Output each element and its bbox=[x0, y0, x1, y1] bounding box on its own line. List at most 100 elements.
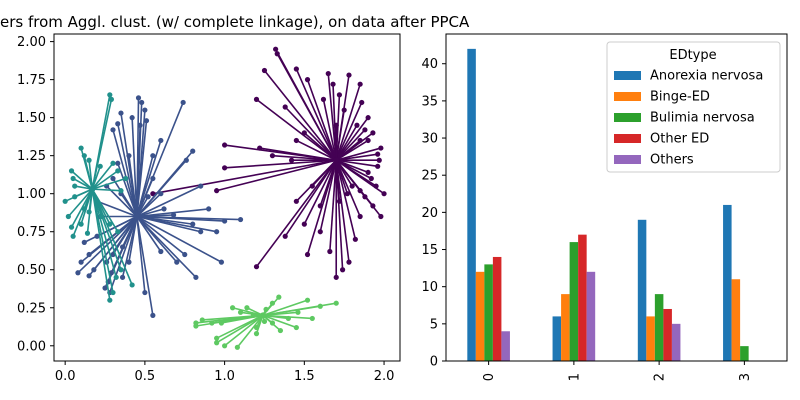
data-point bbox=[357, 188, 363, 194]
data-point bbox=[234, 344, 240, 350]
cluster-link bbox=[263, 70, 337, 161]
data-point bbox=[129, 282, 135, 288]
left-axes-frame bbox=[53, 33, 401, 362]
cluster-link bbox=[136, 215, 201, 233]
cluster-link bbox=[74, 188, 93, 198]
data-point bbox=[65, 213, 71, 220]
chart-title: ers from Aggl. clust. (w/ complete linka… bbox=[0, 13, 470, 31]
data-point bbox=[70, 175, 76, 182]
data-point bbox=[373, 183, 379, 189]
data-point bbox=[68, 168, 75, 174]
data-point bbox=[108, 96, 115, 102]
bar bbox=[637, 219, 647, 361]
cluster-link bbox=[136, 155, 154, 217]
data-point bbox=[158, 191, 164, 197]
data-point bbox=[137, 122, 143, 128]
cluster-link bbox=[216, 159, 337, 192]
data-point bbox=[214, 340, 220, 346]
legend-swatch bbox=[614, 155, 641, 164]
data-point bbox=[102, 285, 108, 291]
data-point bbox=[344, 191, 350, 197]
data-point bbox=[282, 233, 288, 239]
data-point bbox=[86, 251, 92, 258]
x-tick-label: 3 bbox=[738, 373, 753, 381]
legend-swatch bbox=[614, 134, 641, 143]
data-point bbox=[78, 259, 84, 265]
cluster-link bbox=[335, 159, 349, 194]
cluster-link bbox=[295, 159, 337, 202]
y-tick-label: 1.75 bbox=[17, 73, 46, 88]
data-point bbox=[115, 168, 121, 174]
data-point bbox=[75, 270, 81, 276]
y-tick-label: 15 bbox=[421, 243, 438, 258]
data-point bbox=[118, 188, 124, 194]
data-point bbox=[381, 191, 387, 197]
data-point bbox=[341, 107, 347, 113]
data-point bbox=[304, 251, 311, 258]
cluster-link bbox=[71, 170, 93, 190]
data-point bbox=[375, 151, 381, 157]
data-point bbox=[113, 274, 119, 280]
cluster-link bbox=[336, 147, 382, 162]
cluster-link bbox=[88, 160, 94, 190]
cluster-link bbox=[120, 193, 138, 217]
data-point bbox=[183, 157, 189, 163]
data-point bbox=[269, 153, 276, 159]
cluster-link bbox=[136, 215, 197, 278]
data-point bbox=[357, 81, 363, 87]
data-point bbox=[126, 259, 132, 265]
data-point bbox=[145, 194, 151, 200]
cluster-link bbox=[109, 216, 138, 293]
bar bbox=[569, 242, 579, 361]
cluster-link bbox=[303, 159, 337, 225]
y-tick-label: 0.00 bbox=[17, 339, 46, 354]
bar bbox=[663, 308, 672, 361]
data-point bbox=[320, 96, 327, 102]
cluster-link bbox=[322, 99, 338, 161]
data-point bbox=[218, 259, 225, 265]
data-point bbox=[110, 127, 116, 133]
cluster-link bbox=[152, 159, 337, 195]
data-point bbox=[274, 51, 280, 57]
cluster-link bbox=[262, 311, 299, 317]
data-point bbox=[357, 213, 363, 220]
cluster-link bbox=[136, 208, 165, 218]
data-point bbox=[78, 221, 84, 227]
cluster-link bbox=[295, 68, 337, 161]
bar bbox=[492, 256, 502, 361]
data-point bbox=[336, 92, 343, 98]
cluster-link bbox=[136, 215, 222, 263]
data-point bbox=[150, 175, 156, 182]
data-point bbox=[123, 175, 129, 182]
legend-label: Others bbox=[650, 153, 694, 168]
cluster-link bbox=[335, 83, 361, 161]
data-point bbox=[261, 318, 268, 325]
y-tick-label: 30 bbox=[421, 132, 438, 147]
y-tick-label: 20 bbox=[421, 206, 438, 221]
data-point bbox=[214, 335, 220, 341]
cluster-link bbox=[136, 125, 141, 217]
data-point bbox=[198, 229, 204, 235]
cluster-link bbox=[216, 314, 264, 344]
cluster-link bbox=[335, 109, 345, 161]
bar bbox=[740, 346, 749, 361]
data-point bbox=[250, 312, 256, 318]
data-point bbox=[222, 142, 228, 148]
cluster-link bbox=[255, 159, 337, 268]
data-point bbox=[214, 229, 220, 235]
data-point bbox=[276, 294, 282, 300]
data-point bbox=[72, 183, 78, 189]
data-point bbox=[190, 148, 196, 154]
data-point bbox=[285, 315, 291, 322]
data-point bbox=[115, 121, 121, 127]
y-tick-label: 1.50 bbox=[17, 111, 46, 126]
data-point bbox=[182, 251, 188, 258]
cluster-link bbox=[335, 129, 366, 161]
cluster-link bbox=[319, 160, 338, 232]
data-point bbox=[142, 289, 148, 296]
data-point bbox=[362, 127, 368, 133]
data-point bbox=[359, 99, 365, 106]
cluster-link bbox=[136, 120, 148, 217]
cluster-link bbox=[91, 188, 133, 286]
data-point bbox=[81, 153, 87, 159]
